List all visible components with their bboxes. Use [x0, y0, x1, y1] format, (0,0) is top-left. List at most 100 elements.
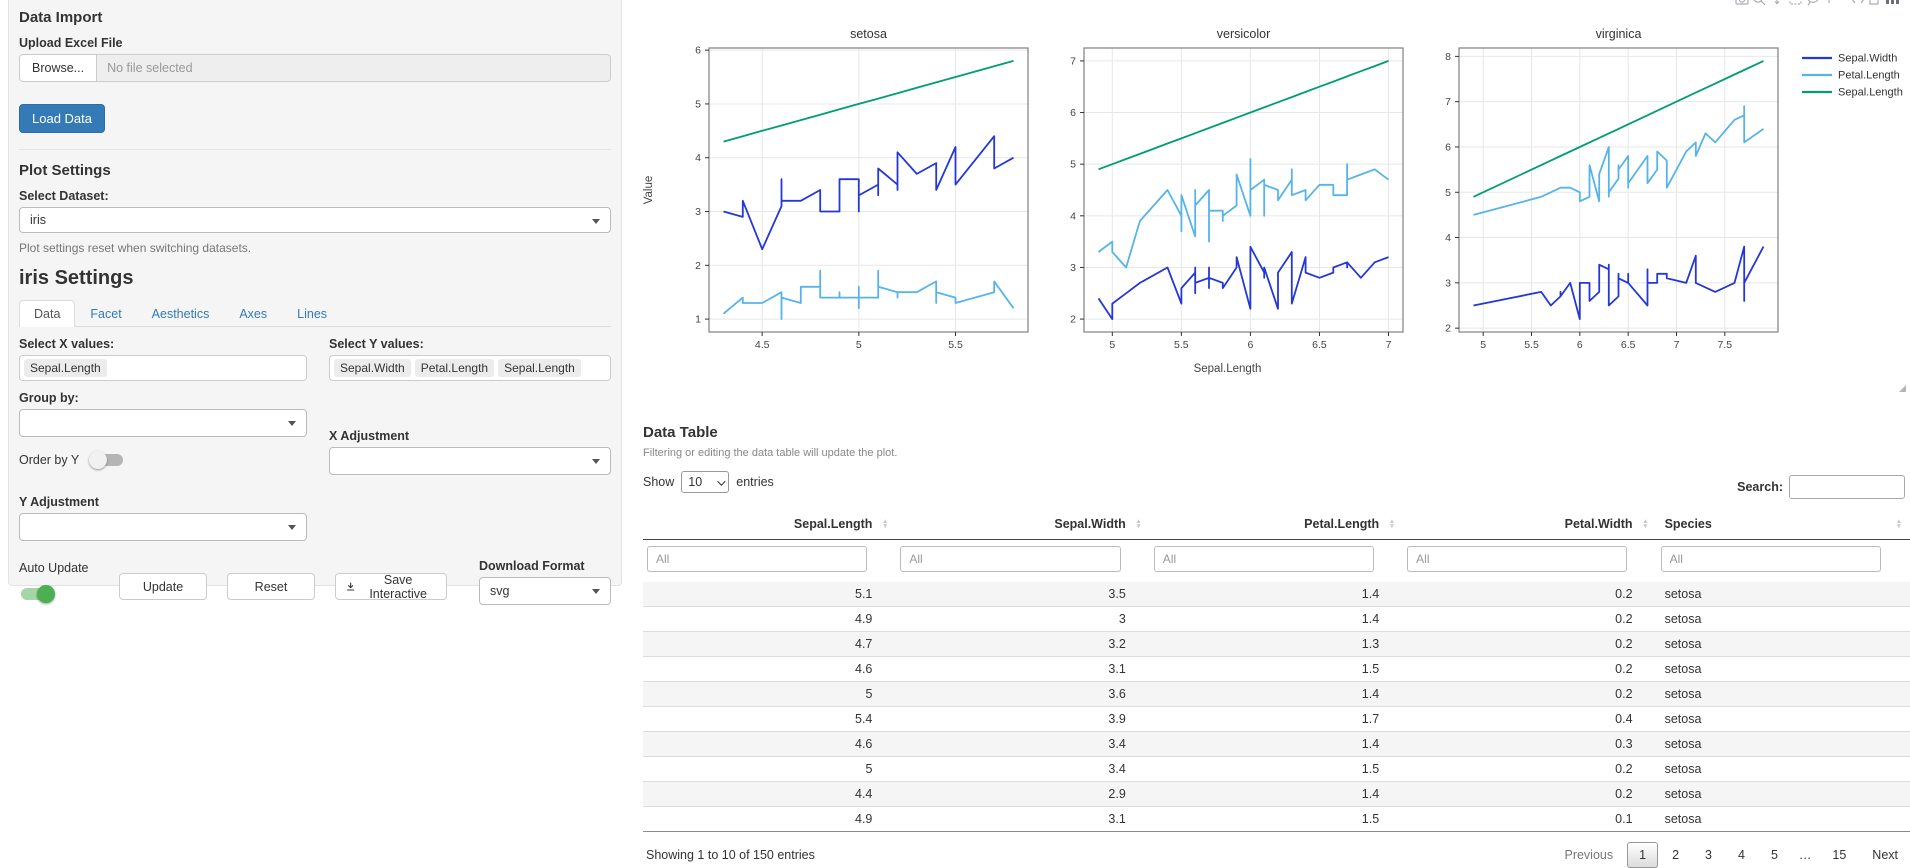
column-header-petal-length[interactable]: Petal.Length ▲ ▼: [1149, 509, 1404, 540]
next-page-button[interactable]: Next: [1872, 848, 1898, 862]
table-cell[interactable]: 0.3: [1403, 731, 1657, 757]
column-header-sepal-width[interactable]: Sepal.Width ▲ ▼: [896, 509, 1150, 540]
sort-icon[interactable]: ▲ ▼: [1135, 518, 1142, 530]
table-cell[interactable]: setosa: [1656, 606, 1910, 632]
sort-icon[interactable]: ▲ ▼: [1388, 518, 1396, 530]
table-cell[interactable]: 5.1: [643, 582, 897, 607]
table-cell[interactable]: 3.1: [896, 656, 1150, 682]
load-data-button[interactable]: Load Data: [19, 104, 105, 133]
filter-input-sepal-length[interactable]: [647, 546, 868, 572]
tab-aesthetics[interactable]: Aesthetics: [151, 307, 210, 321]
camera-icon[interactable]: [1735, 0, 1749, 5]
box-select-icon[interactable]: [1789, 0, 1802, 5]
page-button-15[interactable]: 15: [1832, 848, 1847, 862]
filter-input-sepal-width[interactable]: [900, 546, 1121, 572]
table-cell[interactable]: 3.5: [896, 582, 1150, 607]
x-values-input[interactable]: Sepal.Length: [19, 355, 307, 381]
table-cell[interactable]: setosa: [1656, 706, 1910, 732]
x-adjustment-select[interactable]: [329, 447, 611, 475]
table-cell[interactable]: 1.3: [1149, 631, 1404, 657]
tab-data[interactable]: Data: [19, 300, 76, 327]
table-cell[interactable]: 0.2: [1403, 756, 1657, 782]
table-cell[interactable]: 0.2: [1403, 582, 1657, 607]
column-header-species[interactable]: Species ▲ ▼: [1656, 509, 1910, 540]
table-cell[interactable]: 5: [643, 681, 897, 707]
table-cell[interactable]: setosa: [1656, 806, 1910, 832]
column-header-petal-width[interactable]: Petal.Width ▲ ▼: [1403, 509, 1657, 540]
table-cell[interactable]: 1.7: [1149, 706, 1404, 732]
x-value-tag[interactable]: Sepal.Length: [24, 359, 107, 377]
download-format-select[interactable]: svg: [479, 577, 611, 605]
table-cell[interactable]: 1.5: [1149, 656, 1404, 682]
table-cell[interactable]: 0.4: [1403, 706, 1657, 732]
sort-icon[interactable]: ▲ ▼: [881, 518, 889, 530]
group-by-select[interactable]: [19, 409, 307, 437]
table-cell[interactable]: 0.2: [1403, 631, 1657, 657]
autoscale-icon[interactable]: [1852, 0, 1864, 4]
table-cell[interactable]: setosa: [1656, 731, 1910, 757]
y-adjustment-select[interactable]: [19, 513, 307, 541]
page-button-1[interactable]: 1: [1627, 842, 1659, 868]
table-cell[interactable]: 1.4: [1149, 606, 1404, 632]
table-cell[interactable]: 1.4: [1149, 681, 1404, 707]
filter-input-species[interactable]: [1660, 546, 1881, 572]
facet-plot-svg[interactable]: 4.5 5 5.5 1 2 3 4 5 6 setosa 5 5.5 6 6.5 7 2 3 4 5 6 7 versic…: [640, 0, 1910, 394]
save-interactive-button[interactable]: Save Interactive: [335, 573, 447, 601]
update-button[interactable]: Update: [119, 573, 207, 600]
table-cell[interactable]: 2.9: [896, 781, 1150, 807]
reset-axes-icon[interactable]: [1869, 0, 1879, 5]
sort-icon[interactable]: ▲ ▼: [1642, 518, 1649, 530]
page-length-select[interactable]: 10: [681, 471, 730, 493]
filter-input-petal-length[interactable]: [1153, 546, 1375, 572]
page-button-5[interactable]: 5: [1770, 848, 1778, 862]
y-value-tag[interactable]: Sepal.Length: [498, 359, 581, 377]
table-cell[interactable]: 4.9: [643, 806, 897, 832]
page-button-4[interactable]: 4: [1737, 848, 1745, 862]
reset-button[interactable]: Reset: [227, 573, 315, 600]
table-cell[interactable]: setosa: [1656, 781, 1910, 807]
order-by-y-toggle[interactable]: [89, 451, 125, 469]
page-button-3[interactable]: 3: [1705, 848, 1712, 862]
table-cell[interactable]: 0.2: [1403, 656, 1657, 682]
search-input[interactable]: [1789, 475, 1905, 499]
zoom-icon[interactable]: [1753, 0, 1766, 6]
table-cell[interactable]: 1.4: [1149, 582, 1404, 607]
table-cell[interactable]: setosa: [1656, 656, 1910, 682]
zoom-in-icon[interactable]: [1825, 0, 1833, 3]
table-cell[interactable]: 0.1: [1403, 806, 1657, 832]
table-cell[interactable]: 4.7: [643, 631, 897, 657]
table-cell[interactable]: 3.6: [896, 681, 1150, 707]
table-cell[interactable]: 3.4: [896, 731, 1150, 757]
y-values-input[interactable]: Sepal.Width Petal.Length Sepal.Length: [329, 355, 611, 381]
table-cell[interactable]: 3.1: [896, 806, 1150, 832]
table-cell[interactable]: 3.4: [896, 756, 1150, 782]
table-cell[interactable]: 0.2: [1403, 681, 1657, 707]
table-cell[interactable]: 4.6: [643, 656, 897, 682]
resize-handle-icon[interactable]: [1899, 385, 1906, 392]
table-cell[interactable]: 3: [896, 606, 1150, 632]
table-cell[interactable]: 5.4: [643, 706, 897, 732]
auto-update-toggle[interactable]: [19, 585, 55, 603]
y-value-tag[interactable]: Petal.Length: [414, 359, 495, 377]
y-value-tag[interactable]: Sepal.Width: [334, 359, 411, 377]
table-cell[interactable]: 0.2: [1403, 606, 1657, 632]
table-cell[interactable]: 4.4: [643, 781, 897, 807]
page-button-2[interactable]: 2: [1672, 848, 1680, 862]
tab-axes[interactable]: Axes: [239, 307, 268, 321]
tab-lines[interactable]: Lines: [297, 307, 328, 321]
table-cell[interactable]: 4.6: [643, 731, 897, 757]
plotly-logo-icon[interactable]: [1886, 0, 1899, 4]
table-cell[interactable]: setosa: [1656, 582, 1910, 607]
dataset-select[interactable]: iris: [19, 207, 611, 233]
table-cell[interactable]: 4.9: [643, 606, 897, 632]
filter-input-petal-width[interactable]: [1407, 546, 1628, 572]
sort-icon[interactable]: ▲ ▼: [1895, 518, 1902, 530]
facet-plot[interactable]: 4.5 5 5.5 1 2 3 4 5 6 setosa 5 5.5 6 6.5 7 2 3 4 5 6 7 versic…: [640, 0, 1910, 399]
table-cell[interactable]: 5: [643, 756, 897, 782]
table-cell[interactable]: setosa: [1656, 681, 1910, 707]
previous-page-button[interactable]: Previous: [1564, 848, 1614, 862]
table-cell[interactable]: 0.2: [1403, 781, 1657, 807]
table-cell[interactable]: 1.4: [1149, 731, 1404, 757]
browse-button[interactable]: Browse...: [19, 54, 98, 82]
table-cell[interactable]: setosa: [1656, 631, 1910, 657]
